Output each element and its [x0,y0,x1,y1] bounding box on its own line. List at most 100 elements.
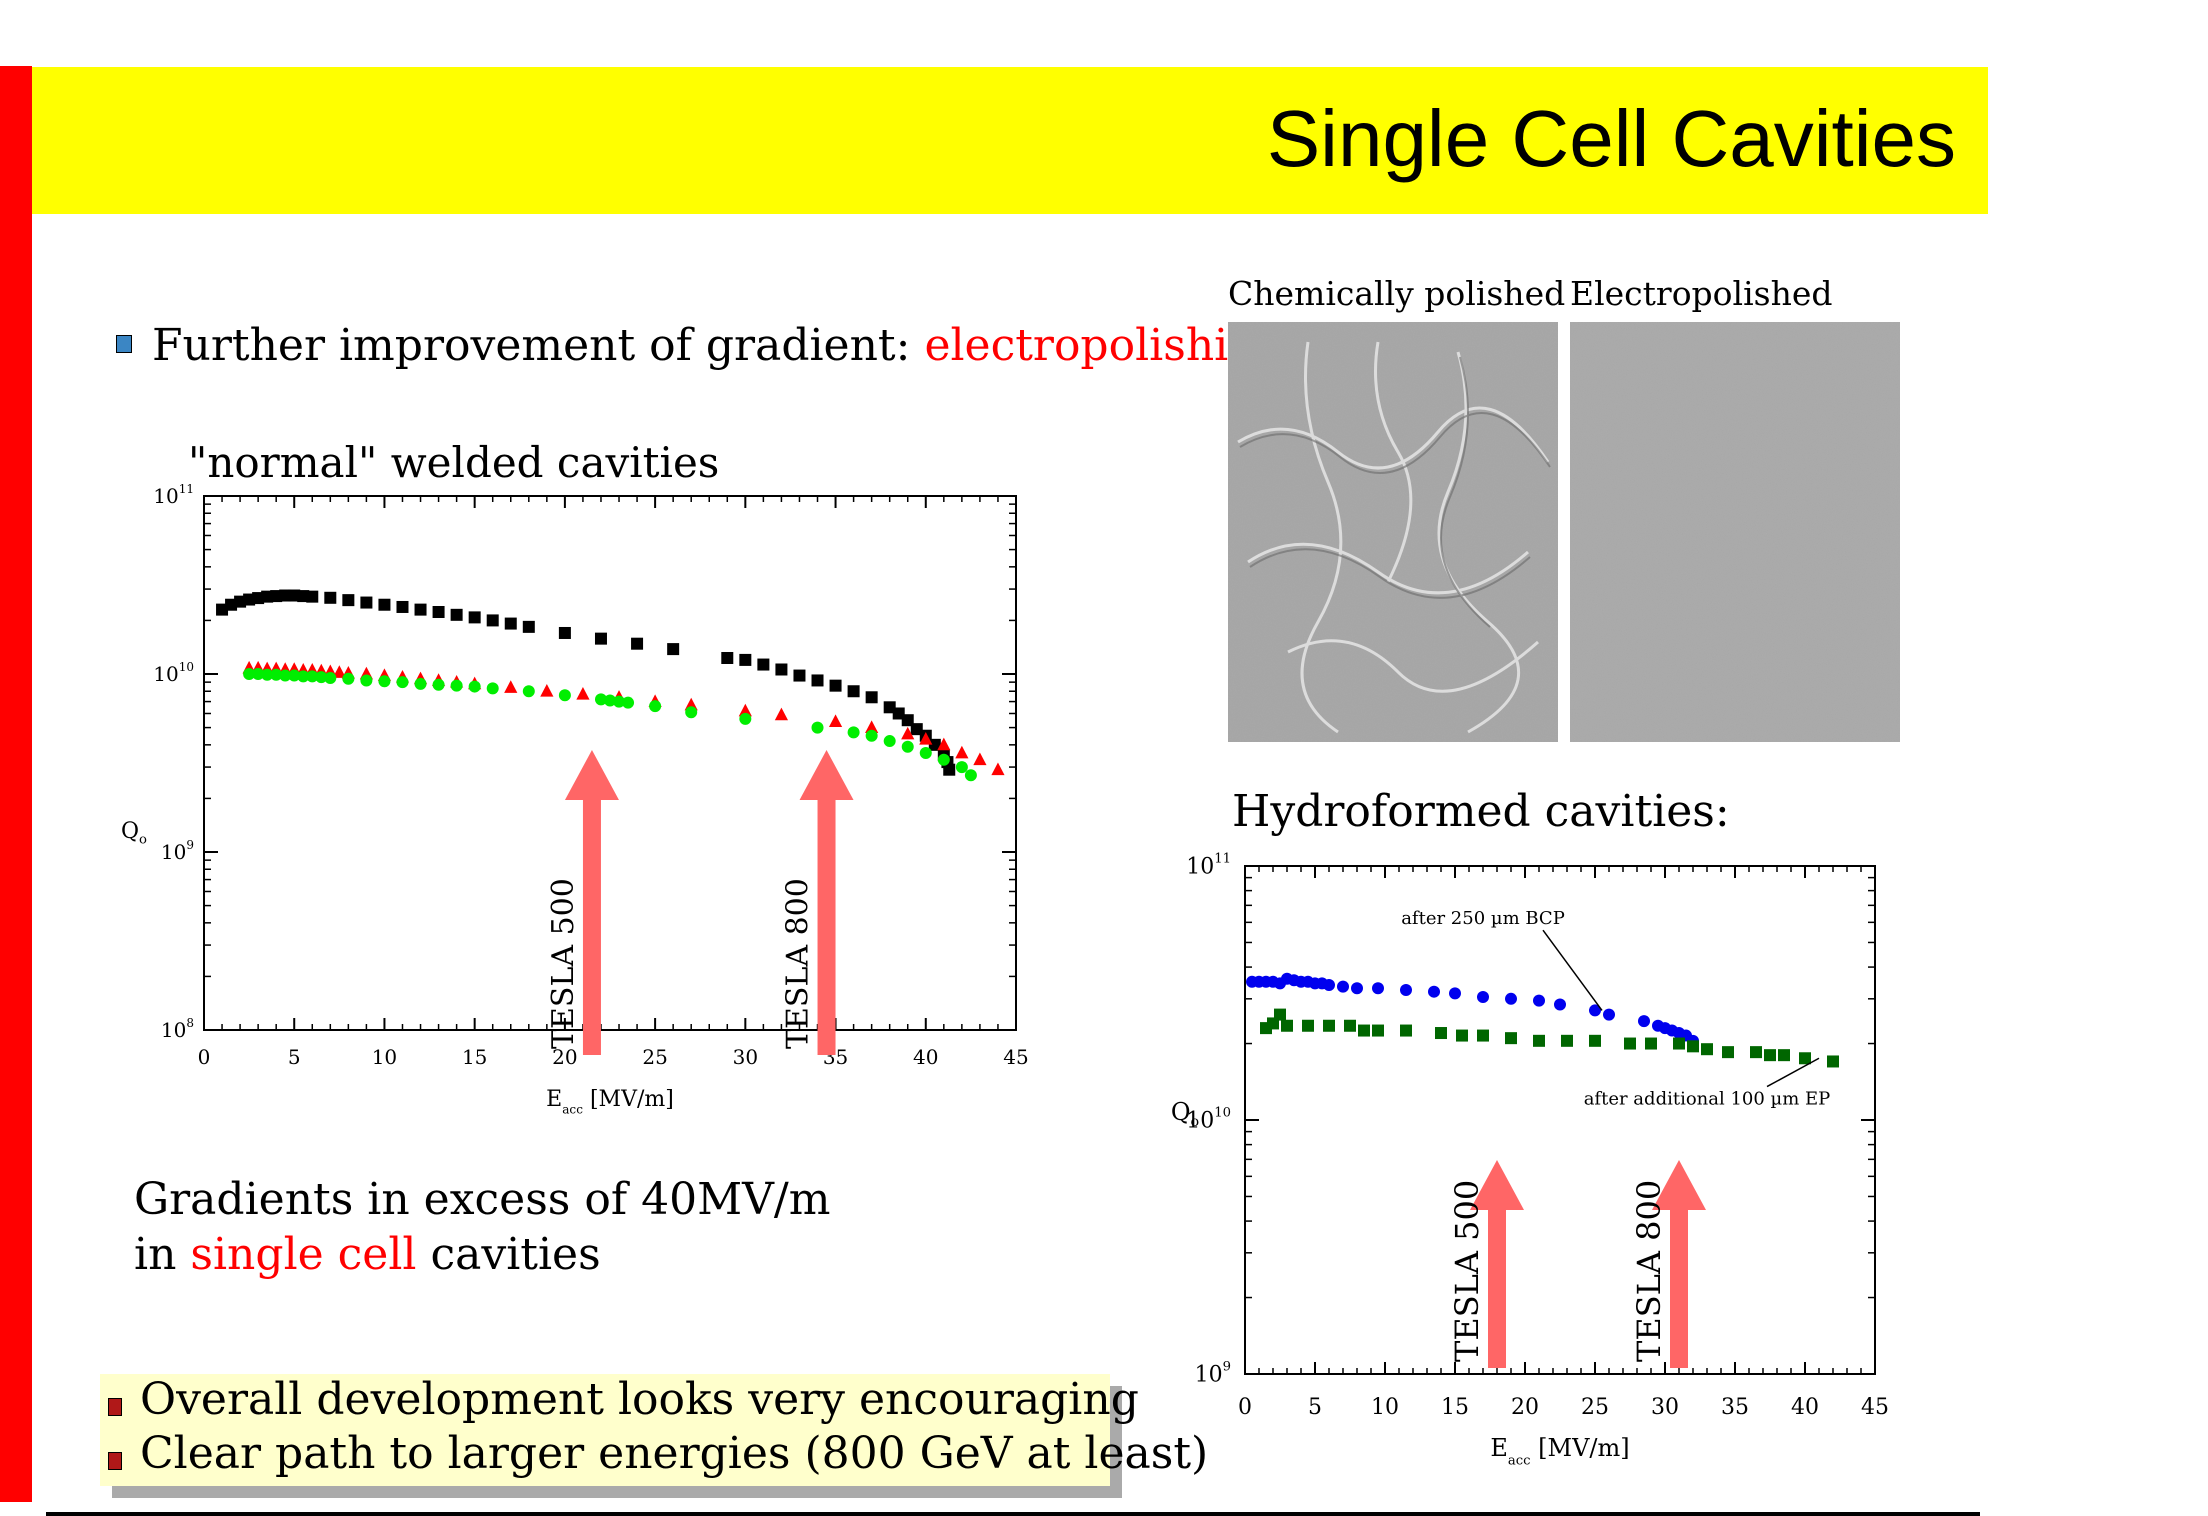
data-point-square [943,763,956,776]
data-point-square [1827,1055,1839,1068]
x-tick-label: 30 [733,1045,758,1069]
data-point-square [865,691,878,704]
data-point-circle [847,726,860,739]
data-point-square [1372,1024,1384,1037]
data-point-circle [243,668,256,680]
note-line-2: Clear path to larger energies (800 GeV a… [140,1428,1209,1479]
y-tick-label: 109 [161,838,194,864]
data-point-circle [324,671,337,684]
x-axis-label-sub: acc [562,1103,583,1117]
data-point-circle [396,676,409,689]
data-point-square [324,591,337,604]
data-point-circle [1428,985,1440,998]
data-point-square [252,592,265,605]
data-point-circle [1323,979,1335,992]
x-tick-label: 10 [1371,1395,1399,1420]
x-tick-label: 25 [1581,1395,1609,1420]
data-point-triangle [828,714,843,728]
y-tick-base: 10 [161,840,186,864]
data-point-circle [919,746,932,759]
y-tick-base: 10 [161,1018,186,1042]
x-tick-label: 30 [1651,1395,1679,1420]
data-point-square [910,723,923,736]
data-point-circle [1351,982,1363,995]
data-point-circle [1477,990,1489,1003]
data-point-circle [270,668,283,681]
chart1-title: "normal" welded cavities [188,438,720,487]
data-point-square [342,594,355,607]
data-point-triangle [955,745,969,759]
data-point-circle [432,678,445,691]
data-point-square [1561,1034,1573,1047]
data-point-square [414,603,427,616]
data-point-square [1358,1024,1370,1037]
curve-annotation-arrow [1542,929,1603,1011]
data-point-square [1778,1049,1790,1062]
data-point-circle [315,671,328,684]
x-tick-label: 10 [372,1045,397,1069]
data-point-square [1687,1040,1699,1053]
x-tick-label: 5 [288,1045,301,1069]
summary-highlight: single cell [190,1229,417,1280]
data-point-square [1673,1037,1685,1050]
y-axis-label-sub: o [139,832,147,847]
slide-title: Single Cell Cavities [1266,94,1956,183]
data-point-square [667,643,680,656]
data-point-triangle [332,665,346,678]
data-point-square [928,738,941,751]
x-axis-label: Eacc [MV/m] [546,1087,674,1117]
intro-highlight: electropolishing [924,320,1285,371]
data-point-square [1701,1043,1713,1056]
curve-annotation-arrow [1766,1057,1820,1088]
y-tick-label: 1010 [153,660,194,686]
summary-line-2-pre: in [134,1229,191,1280]
data-point-square [1323,1019,1335,1032]
data-point-square [396,600,409,613]
y-tick-label: 109 [1195,1360,1231,1388]
intro-line: Further improvement of gradient: electro… [152,318,1285,374]
data-point-square [234,595,247,608]
data-point-circle [342,672,355,685]
data-point-square [504,617,517,630]
data-point-triangle [738,703,752,717]
data-point-circle [468,680,481,693]
data-point-circle [865,729,878,742]
data-point-triangle [973,752,987,766]
data-point-circle [378,675,391,688]
data-point-square [883,701,896,714]
data-point-square [1589,1034,1601,1047]
data-point-circle [297,670,310,683]
tesla-label: TESLA 500 [1448,1180,1486,1362]
data-point-square [297,590,310,603]
x-axis-label-sub: acc [1508,1453,1531,1468]
data-point-circle [1337,980,1349,993]
photo-label-ep: Electropolished [1570,274,1833,313]
data-point-square [468,611,481,624]
data-point-circle [558,689,571,702]
summary-text: Gradients in excess of 40MV/m in single … [134,1172,830,1282]
x-tick-label: 45 [1861,1395,1889,1420]
data-point-square [1645,1037,1657,1050]
data-point-square [558,626,571,639]
data-point-triangle [865,720,879,733]
tesla-arrow-head [1470,1160,1524,1210]
tesla-arrow-shaft [1488,1210,1506,1368]
data-point-square [1274,1008,1286,1021]
data-point-square [1477,1029,1489,1042]
data-point-circle [1603,1008,1615,1021]
data-point-square [775,663,788,676]
y-axis-label: Qo [1171,1098,1199,1130]
data-point-square [721,651,734,664]
data-point-circle [739,712,752,725]
data-point-square [1456,1029,1468,1042]
data-point-circle [649,700,662,713]
data-point-circle [613,695,626,708]
plot-frame [1244,865,1876,1375]
x-tick-label: 5 [1308,1395,1322,1420]
note-bullet-icon [108,1452,122,1470]
data-point-circle [522,685,535,698]
chart2-title: Hydroformed cavities: [1232,786,1730,837]
data-point-square [631,637,644,650]
data-point-circle [261,668,274,681]
